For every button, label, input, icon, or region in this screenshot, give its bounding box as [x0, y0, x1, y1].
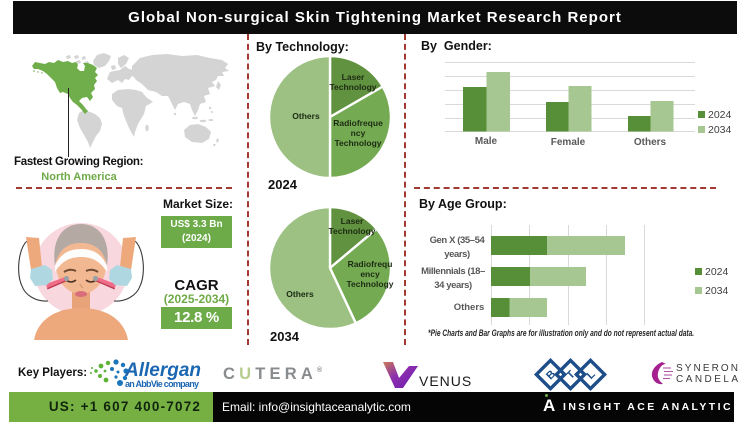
svg-text:L: L: [585, 368, 598, 381]
svg-text:an AbbVie company: an AbbVie company: [125, 379, 199, 389]
svg-text:SYNERON: SYNERON: [676, 363, 738, 374]
svg-text:CANDELA: CANDELA: [676, 374, 738, 385]
svg-text:Allergan: Allergan: [124, 360, 201, 381]
svg-text:B: B: [544, 368, 558, 382]
svg-text:VENUS: VENUS: [419, 373, 472, 389]
